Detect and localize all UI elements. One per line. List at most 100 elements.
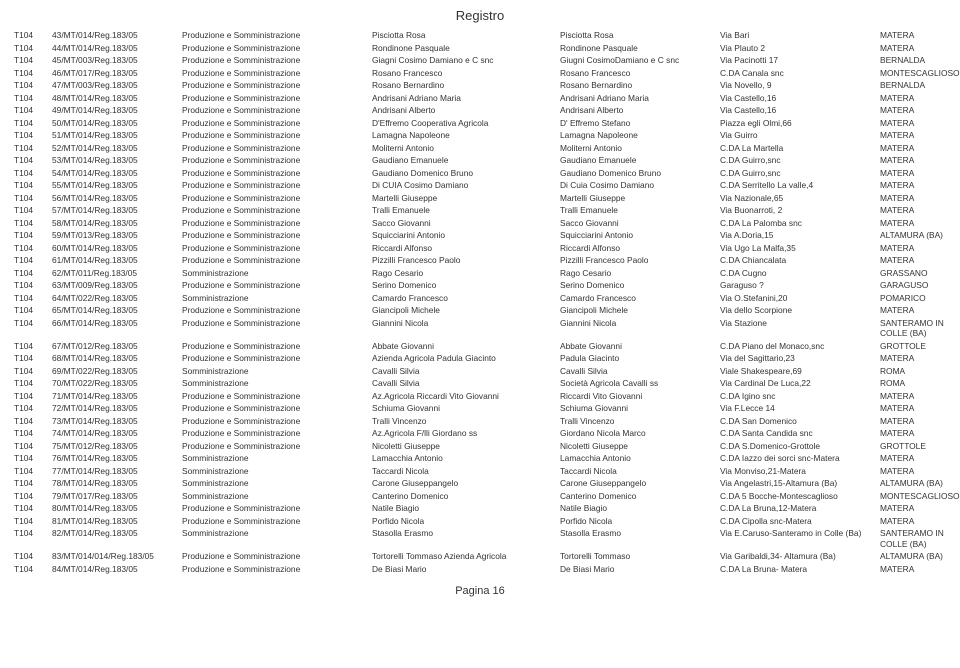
table-cell: Produzione e Somministrazione bbox=[180, 67, 370, 80]
table-cell: Produzione e Somministrazione bbox=[180, 550, 370, 563]
table-cell: Pisciotta Rosa bbox=[370, 29, 558, 42]
table-cell: Nicoletti Giuseppe bbox=[558, 440, 718, 453]
table-cell: T104 bbox=[12, 415, 50, 428]
table-cell: MONTESCAGLIOSO bbox=[878, 490, 960, 503]
table-cell: Giancipoli Michele bbox=[370, 304, 558, 317]
table-cell: 51/MT/014/Reg.183/05 bbox=[50, 129, 180, 142]
table-cell: BERNALDA bbox=[878, 79, 960, 92]
table-cell: Produzione e Somministrazione bbox=[180, 154, 370, 167]
table-cell: Giordano Nicola Marco bbox=[558, 427, 718, 440]
table-cell: Lamacchia Antonio bbox=[370, 452, 558, 465]
table-cell: Az.Agricola Riccardi Vito Giovanni bbox=[370, 390, 558, 403]
table-cell: Gaudiano Domenico Bruno bbox=[558, 167, 718, 180]
table-cell: Somministrazione bbox=[180, 365, 370, 378]
table-cell: MATERA bbox=[878, 142, 960, 155]
table-cell: Somministrazione bbox=[180, 490, 370, 503]
table-row: T10444/MT/014/Reg.183/05Produzione e Som… bbox=[12, 42, 960, 55]
table-cell: Via Stazione bbox=[718, 317, 878, 340]
table-cell: T104 bbox=[12, 477, 50, 490]
table-cell: Rondinone Pasquale bbox=[370, 42, 558, 55]
table-cell: Carone Giuseppangelo bbox=[558, 477, 718, 490]
table-cell: 47/MT/003/Reg.183/05 bbox=[50, 79, 180, 92]
table-cell: Rago Cesario bbox=[558, 267, 718, 280]
table-cell: T104 bbox=[12, 377, 50, 390]
table-cell: Produzione e Somministrazione bbox=[180, 563, 370, 576]
table-cell: Cavalli Silvia bbox=[558, 365, 718, 378]
table-row: T10471/MT/014/Reg.183/05Produzione e Som… bbox=[12, 390, 960, 403]
table-cell: 68/MT/014/Reg.183/05 bbox=[50, 352, 180, 365]
table-cell: Via Castello,16 bbox=[718, 92, 878, 105]
table-cell: 73/MT/014/Reg.183/05 bbox=[50, 415, 180, 428]
table-cell: T104 bbox=[12, 340, 50, 353]
table-cell: C.DA Guirro,snc bbox=[718, 167, 878, 180]
page: Registro T10443/MT/014/Reg.183/05Produzi… bbox=[0, 0, 960, 621]
table-cell: 76/MT/014/Reg.183/05 bbox=[50, 452, 180, 465]
table-cell: Giugni CosimoDamiano e C snc bbox=[558, 54, 718, 67]
table-cell: Porfido Nicola bbox=[558, 515, 718, 528]
table-cell: Taccardi Nicola bbox=[370, 465, 558, 478]
table-cell: Tortorelli Tommaso bbox=[558, 550, 718, 563]
table-cell: T104 bbox=[12, 304, 50, 317]
table-cell: De Biasi Mario bbox=[370, 563, 558, 576]
table-cell: 71/MT/014/Reg.183/05 bbox=[50, 390, 180, 403]
table-cell: 65/MT/014/Reg.183/05 bbox=[50, 304, 180, 317]
table-cell: Produzione e Somministrazione bbox=[180, 129, 370, 142]
table-row: T10467/MT/012/Reg.183/05Produzione e Som… bbox=[12, 340, 960, 353]
table-cell: MATERA bbox=[878, 217, 960, 230]
table-cell: Tralli Vincenzo bbox=[370, 415, 558, 428]
table-cell: Produzione e Somministrazione bbox=[180, 304, 370, 317]
table-cell: D' Effremo Stefano bbox=[558, 117, 718, 130]
table-cell: 48/MT/014/Reg.183/05 bbox=[50, 92, 180, 105]
table-cell: MONTESCAGLIOSO bbox=[878, 67, 960, 80]
table-cell: Tortorelli Tommaso Azienda Agricola bbox=[370, 550, 558, 563]
table-cell: Giancipoli Michele bbox=[558, 304, 718, 317]
table-cell: 56/MT/014/Reg.183/05 bbox=[50, 192, 180, 205]
table-cell: ALTAMURA (BA) bbox=[878, 229, 960, 242]
table-row: T10466/MT/014/Reg.183/05Produzione e Som… bbox=[12, 317, 960, 340]
table-row: T10460/MT/014/Reg.183/05Produzione e Som… bbox=[12, 242, 960, 255]
table-cell: Martelli Giuseppe bbox=[370, 192, 558, 205]
table-cell: Andrisani Adriano Maria bbox=[370, 92, 558, 105]
table-cell: Abbate Giovanni bbox=[370, 340, 558, 353]
table-cell: T104 bbox=[12, 217, 50, 230]
table-cell: T104 bbox=[12, 563, 50, 576]
table-row: T10473/MT/014/Reg.183/05Produzione e Som… bbox=[12, 415, 960, 428]
table-cell: Via Plauto 2 bbox=[718, 42, 878, 55]
table-row: T10449/MT/014/Reg.183/05Produzione e Som… bbox=[12, 104, 960, 117]
table-row: T10476/MT/014/Reg.183/05Somministrazione… bbox=[12, 452, 960, 465]
table-cell: Lamagna Napoleone bbox=[370, 129, 558, 142]
table-cell: Via F.Lecce 14 bbox=[718, 402, 878, 415]
table-cell: T104 bbox=[12, 490, 50, 503]
table-cell: Cavalli Silvia bbox=[370, 365, 558, 378]
table-cell: Moliterni Antonio bbox=[370, 142, 558, 155]
table-cell: Via Pacinotti 17 bbox=[718, 54, 878, 67]
table-cell: 69/MT/022/Reg.183/05 bbox=[50, 365, 180, 378]
table-cell: C.DA Guirro,snc bbox=[718, 154, 878, 167]
table-row: T10458/MT/014/Reg.183/05Produzione e Som… bbox=[12, 217, 960, 230]
table-cell: 64/MT/022/Reg.183/05 bbox=[50, 292, 180, 305]
table-cell: 52/MT/014/Reg.183/05 bbox=[50, 142, 180, 155]
table-cell: T104 bbox=[12, 279, 50, 292]
table-cell: Martelli Giuseppe bbox=[558, 192, 718, 205]
table-cell: C.DA Piano del Monaco,snc bbox=[718, 340, 878, 353]
table-cell: Tralli Emanuele bbox=[558, 204, 718, 217]
table-cell: 66/MT/014/Reg.183/05 bbox=[50, 317, 180, 340]
table-cell: Rosano Francesco bbox=[370, 67, 558, 80]
table-cell: MATERA bbox=[878, 452, 960, 465]
table-row: T10451/MT/014/Reg.183/05Produzione e Som… bbox=[12, 129, 960, 142]
table-cell: 82/MT/014/Reg.183/05 bbox=[50, 527, 180, 550]
table-cell: T104 bbox=[12, 317, 50, 340]
table-cell: Produzione e Somministrazione bbox=[180, 104, 370, 117]
table-cell: Via Garibaldi,34- Altamura (Ba) bbox=[718, 550, 878, 563]
table-cell: Produzione e Somministrazione bbox=[180, 167, 370, 180]
table-cell: C.DA San Domenico bbox=[718, 415, 878, 428]
table-cell: Via Bari bbox=[718, 29, 878, 42]
table-cell: Via Cardinal De Luca,22 bbox=[718, 377, 878, 390]
table-cell: GROTTOLE bbox=[878, 340, 960, 353]
table-cell: Produzione e Somministrazione bbox=[180, 440, 370, 453]
table-cell: MATERA bbox=[878, 304, 960, 317]
table-cell: Produzione e Somministrazione bbox=[180, 192, 370, 205]
table-cell: Stasolla Erasmo bbox=[370, 527, 558, 550]
table-cell: 72/MT/014/Reg.183/05 bbox=[50, 402, 180, 415]
table-cell: Cavalli Silvia bbox=[370, 377, 558, 390]
